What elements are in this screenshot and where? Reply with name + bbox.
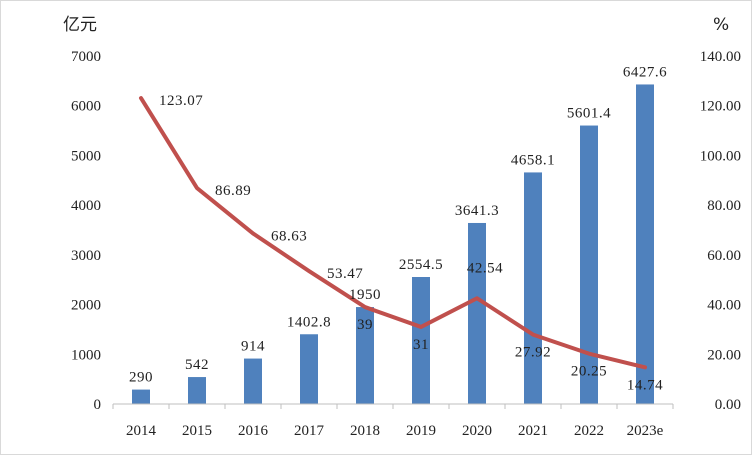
growth-rate-line (139, 96, 647, 370)
line-data-label: 27.92 (515, 345, 551, 361)
x-axis (112, 403, 674, 409)
x-tick-label: 2023e (627, 423, 664, 439)
line-data-label: 31 (413, 337, 429, 353)
left-tick-label: 0 (94, 397, 102, 413)
right-tick-label: 80.00 (707, 198, 741, 214)
bar (412, 277, 430, 404)
bar (524, 172, 542, 404)
x-tick-label: 2017 (294, 423, 325, 439)
line-data-label: 53.47 (327, 266, 363, 282)
line-data-label: 42.54 (467, 260, 503, 276)
x-tick-label: 2022 (574, 423, 604, 439)
right-tick-label: 120.00 (700, 99, 741, 115)
left-axis-unit: 亿元 (63, 15, 97, 35)
bar-data-label: 2554.5 (399, 257, 443, 273)
bar-data-label: 4658.1 (511, 152, 555, 168)
bar-data-labels: 290 542 914 1402.8 1950 2554.5 3641.3 4658.1 560… (129, 64, 667, 385)
left-tick-label: 3000 (71, 248, 101, 264)
bar-data-label: 914 (241, 339, 265, 355)
left-tick-label: 7000 (71, 49, 101, 65)
line-data-label: 20.25 (571, 364, 607, 380)
left-axis-ticks: 0 1000 2000 3000 4000 5000 6000 7000 (71, 49, 101, 413)
line-data-label: 68.63 (271, 228, 307, 244)
line-data-label: 123.07 (159, 93, 203, 109)
x-tick-label: 2014 (126, 423, 157, 439)
bar-data-label: 6427.6 (623, 64, 667, 80)
right-tick-label: 0.00 (715, 397, 741, 413)
bar-data-label: 290 (129, 370, 153, 386)
x-tick-label: 2018 (350, 423, 380, 439)
right-tick-label: 60.00 (707, 248, 741, 264)
bar (244, 358, 262, 404)
bar (468, 222, 486, 404)
bar-data-label: 5601.4 (567, 106, 611, 122)
line-data-label: 39 (357, 317, 373, 333)
left-tick-label: 2000 (71, 298, 101, 314)
right-tick-label: 40.00 (707, 298, 741, 314)
x-axis-ticks: 2014 2015 2016 2017 2018 2019 2020 2021 2022 2023… (126, 423, 664, 439)
right-tick-label: 100.00 (700, 148, 741, 164)
x-tick-label: 2020 (462, 423, 492, 439)
bar (580, 125, 598, 405)
bar-data-label: 1950 (349, 287, 381, 303)
bar (356, 307, 374, 404)
right-axis-unit: % (713, 15, 729, 35)
bar-series (132, 84, 654, 405)
bar-data-label: 1402.8 (287, 314, 331, 330)
left-tick-label: 5000 (71, 148, 101, 164)
right-tick-label: 20.00 (707, 347, 741, 363)
right-tick-label: 140.00 (700, 49, 741, 65)
x-tick-label: 2021 (518, 423, 548, 439)
bar (132, 389, 150, 404)
line-data-labels: 123.07 86.89 68.63 53.47 39 31 42.54 27.92 20.25… (159, 93, 663, 393)
line-data-label: 86.89 (215, 183, 251, 199)
bar (300, 334, 318, 404)
x-tick-label: 2016 (238, 423, 269, 439)
bar (188, 377, 206, 404)
bar (636, 84, 654, 405)
left-tick-label: 4000 (71, 198, 101, 214)
right-axis-ticks: 0.00 20.00 40.00 60.00 80.00 100.00 120.00 140.… (700, 49, 741, 413)
left-tick-label: 6000 (71, 99, 101, 115)
bar-data-label: 542 (185, 357, 209, 373)
left-tick-label: 1000 (71, 347, 101, 363)
line-series (139, 96, 647, 370)
line-data-label: 14.74 (627, 377, 663, 393)
bar-data-label: 3641.3 (455, 203, 499, 219)
x-tick-label: 2019 (406, 423, 436, 439)
x-tick-label: 2015 (182, 423, 212, 439)
